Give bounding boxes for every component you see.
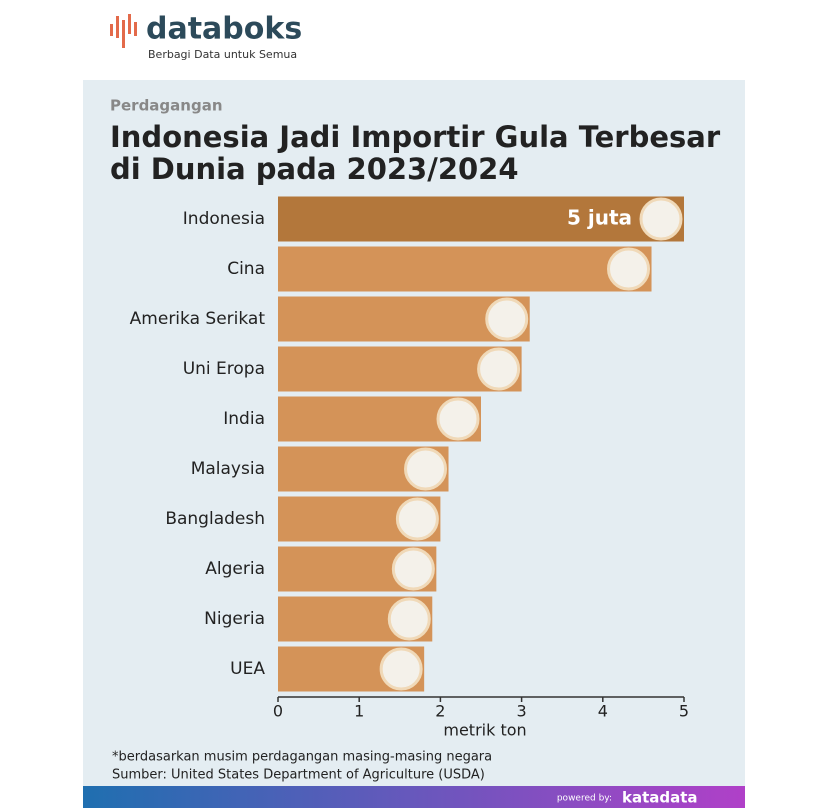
x-tick-label: 5 [679, 702, 689, 721]
category-label: India [223, 409, 265, 429]
x-tick-label: 1 [354, 702, 364, 721]
category-label: Uni Eropa [183, 359, 265, 379]
bar [278, 196, 684, 242]
bar [278, 246, 652, 292]
logo-mark [110, 14, 137, 48]
flag-badge [395, 497, 439, 541]
chart-title: Indonesia Jadi Importir Gula Terbesar [110, 120, 721, 154]
brand: databoks [146, 12, 302, 47]
footer-brand: katadata [622, 789, 698, 807]
tagline: Berbagi Data untuk Semua [148, 48, 297, 61]
flag-badge [379, 647, 423, 691]
category-label: Cina [227, 259, 265, 279]
source: Sumber: United States Department of Agri… [112, 768, 485, 783]
category-label: Bangladesh [165, 509, 265, 529]
chart-title: di Dunia pada 2023/2024 [110, 152, 519, 186]
category-label: UEA [230, 659, 265, 679]
x-tick-label: 3 [517, 702, 527, 721]
flag-badge [387, 597, 431, 641]
flag-badge [391, 547, 435, 591]
footer-bar [83, 786, 745, 808]
x-tick-label: 0 [273, 702, 283, 721]
category-label: Malaysia [191, 459, 265, 479]
category-label: Nigeria [204, 609, 265, 629]
category-label: Algeria [205, 559, 265, 579]
x-tick-label: 2 [435, 702, 445, 721]
note: *berdasarkan musim perdagangan masing-ma… [112, 750, 492, 765]
x-tick-label: 4 [598, 702, 608, 721]
category-label: Amerika Serikat [130, 309, 266, 329]
flag-badge [607, 247, 651, 291]
flag-badge [404, 447, 448, 491]
flag-badge [477, 347, 521, 391]
subtitle: Perdagangan [110, 97, 223, 115]
flag-badge [436, 397, 480, 441]
powered-by: powered by: [557, 794, 612, 804]
flag-badge [639, 197, 683, 241]
category-label: Indonesia [183, 209, 265, 229]
value-label: 5 juta [567, 206, 632, 230]
x-axis-label: metrik ton [443, 721, 526, 740]
flag-badge [485, 297, 529, 341]
